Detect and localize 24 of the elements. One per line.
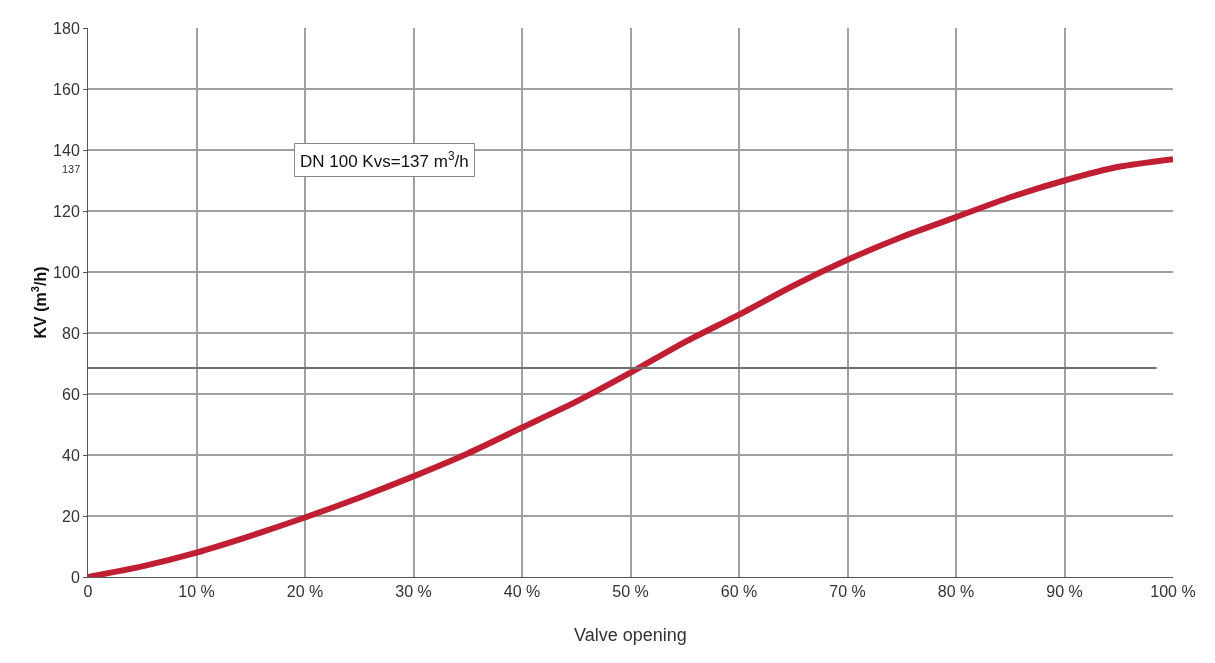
y-tick-label: 180 xyxy=(53,19,80,37)
y-tick-label: 60 xyxy=(62,385,80,403)
x-tick-label: 30 % xyxy=(395,583,432,601)
y-tick-label: 100 xyxy=(53,263,80,281)
y-tick-label: 160 xyxy=(53,80,80,98)
y-tick-label: 80 xyxy=(62,324,80,342)
x-tick-label: 100 % xyxy=(1150,583,1196,601)
y-tick-label: 120 xyxy=(53,202,80,220)
x-tick-label: 60 % xyxy=(720,583,758,601)
x-tick-label: 90 % xyxy=(1046,583,1083,601)
y-tick-label: 0 xyxy=(70,568,80,586)
x-tick-label: 10 % xyxy=(178,583,215,601)
y-tick-label: 20 xyxy=(62,507,80,525)
x-tick-label: 20 % xyxy=(286,583,324,601)
text: 137 xyxy=(62,163,81,175)
y-tick-label: 40 xyxy=(62,446,80,464)
x-tick-label: 40 % xyxy=(503,583,541,601)
x-axis-title: Valve opening xyxy=(574,625,687,645)
x-tick-label: 80 % xyxy=(937,583,975,601)
x-tick-label: 0 xyxy=(83,583,93,601)
x-tick-label: 50 % xyxy=(612,583,649,601)
x-tick-label: 70 % xyxy=(829,583,866,601)
annotation: DN 100 Kvs=137 m$^{3}$/h xyxy=(300,149,469,172)
y-tick-label: 140 xyxy=(53,141,80,159)
